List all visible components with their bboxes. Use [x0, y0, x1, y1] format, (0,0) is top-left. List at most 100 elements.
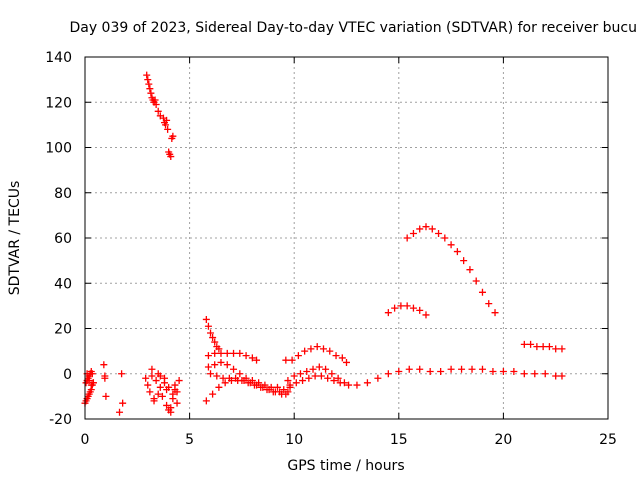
data-point [531, 370, 539, 378]
data-point [311, 372, 319, 380]
data-point [282, 390, 290, 398]
y-tick-label: 140 [45, 50, 72, 66]
data-point [527, 340, 535, 348]
data-point [328, 370, 336, 378]
data-point [89, 379, 97, 387]
data-point [416, 306, 424, 314]
data-point [238, 377, 246, 385]
series-baseline-12to23h [345, 365, 566, 389]
data-point [343, 358, 350, 366]
data-point [150, 395, 158, 403]
data-point [478, 288, 486, 296]
data-point [164, 125, 172, 133]
series-drop-6h [202, 315, 223, 353]
data-point [499, 367, 507, 375]
data-point [315, 363, 323, 371]
data-point [145, 80, 153, 88]
data-point [144, 76, 152, 84]
data-point [269, 388, 277, 396]
data-point [163, 116, 171, 124]
data-point [533, 343, 541, 351]
data-point [204, 363, 212, 371]
data-point [363, 379, 371, 387]
data-point [276, 388, 284, 396]
data-point [118, 370, 126, 378]
x-tick-label: 25 [599, 432, 617, 448]
data-point [248, 354, 256, 362]
data-point [489, 367, 497, 375]
data-point [313, 343, 321, 351]
x-tick-label: 20 [494, 432, 512, 448]
data-point [85, 377, 93, 385]
data-point [435, 229, 443, 237]
data-point [175, 377, 183, 385]
data-point [466, 266, 474, 274]
x-tick-label: 10 [285, 432, 303, 448]
data-point [305, 374, 313, 382]
data-point [284, 377, 292, 385]
data-point [244, 379, 252, 387]
data-point [552, 345, 560, 353]
data-point [391, 304, 399, 312]
x-tick-label: 0 [81, 432, 90, 448]
data-point [409, 304, 417, 312]
data-point [162, 121, 170, 129]
data-point [202, 315, 210, 323]
data-point [242, 352, 250, 360]
data-point [441, 234, 449, 242]
data-point [142, 374, 150, 382]
data-point [148, 372, 156, 380]
data-point [154, 107, 162, 115]
plot-frame [84, 56, 609, 420]
data-point [146, 388, 154, 396]
data-point [485, 300, 493, 308]
data-point [558, 345, 566, 353]
data-point [223, 349, 231, 357]
data-point [223, 361, 231, 369]
data-point [307, 345, 315, 353]
data-point [395, 367, 403, 375]
y-axis-title: SDTVAR / TECUs [7, 181, 23, 296]
y-tick-label: 0 [63, 367, 72, 383]
data-point [202, 397, 210, 405]
data-point [253, 356, 261, 364]
data-point [472, 277, 480, 285]
data-point [213, 372, 221, 380]
data-point [217, 358, 225, 366]
data-point [541, 370, 549, 378]
data-point [416, 225, 424, 233]
data-point [209, 390, 217, 398]
data-point [288, 356, 296, 364]
data-point [250, 381, 258, 389]
series-band-6to10h-c [207, 370, 290, 398]
data-point [156, 372, 164, 380]
y-tick-label: 120 [45, 95, 72, 111]
y-tick-label: 40 [54, 276, 72, 292]
x-tick-label: 5 [185, 432, 194, 448]
data-point [539, 343, 547, 351]
data-point [403, 234, 411, 242]
data-point [336, 379, 344, 387]
data-point [215, 383, 223, 391]
ticks: 0 5 10 15 20 25 -20 0 20 40 60 80 100 120 140 [45, 50, 617, 448]
data-point [116, 408, 124, 416]
series-hump-10to12h [282, 343, 350, 366]
y-tick-label: 60 [54, 231, 72, 247]
data-point [225, 374, 233, 382]
data-point [374, 374, 382, 382]
data-point [324, 374, 332, 382]
series-cluster-3to4h [142, 365, 183, 416]
data-point [520, 340, 528, 348]
data-point [330, 377, 338, 385]
data-point [422, 311, 430, 319]
data-point [257, 383, 265, 391]
data-point [207, 329, 215, 337]
data-point [384, 370, 392, 378]
data-point [290, 372, 298, 380]
data-point [426, 367, 434, 375]
data-point [211, 349, 219, 357]
data-point [169, 390, 177, 398]
data-point [219, 374, 227, 382]
data-point [209, 334, 217, 342]
